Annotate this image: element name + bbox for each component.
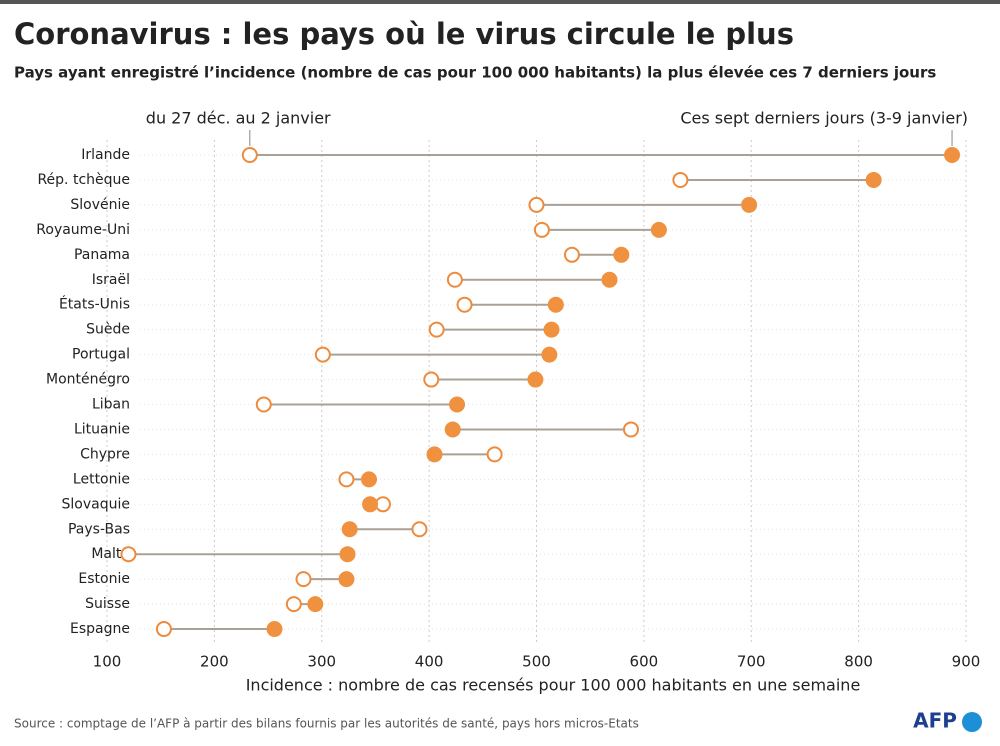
chart-subtitle: Pays ayant enregistré l’incidence (nombr… [14,64,936,82]
y-tick-label: Malte [91,546,130,562]
x-tick-label: 700 [737,653,766,671]
y-tick-label: Pays-Bas [68,521,130,537]
dot [295,571,312,588]
x-tick-label: 900 [952,653,981,671]
y-tick-label: États-Unis [59,296,130,313]
y-tick-label: Lituanie [74,421,130,437]
y-tick-label: Espagne [70,621,130,637]
dot [255,396,272,413]
legend-label: Ces sept derniers jours (3-9 janvier) [680,109,968,128]
y-tick-label: Suède [86,322,130,338]
x-tick-label: 400 [415,653,444,671]
dot [338,571,355,588]
x-tick-label: 100 [93,653,122,671]
x-tick-label: 300 [307,653,336,671]
y-tick-label: Estonie [78,571,130,587]
chart-title: Coronavirus : les pays où le virus circu… [14,17,794,51]
dot [486,446,503,463]
dot [155,621,172,638]
dot [339,546,356,563]
y-tick-label: Rép. tchèque [37,172,130,188]
dot [650,221,667,238]
dot [528,196,545,213]
dot [601,271,618,288]
y-tick-label: Suisse [85,596,130,612]
dot [338,471,355,488]
dot [241,147,258,163]
x-tick-label: 600 [630,653,659,671]
dot [456,296,473,313]
dot [285,596,302,613]
dot [741,196,758,213]
dot [563,246,580,263]
dot [120,546,137,563]
y-tick-label: Monténégro [46,372,130,388]
dot [446,271,463,288]
source: Source : comptage de l’AFP à partir des … [14,717,639,731]
dot [423,371,440,388]
dot [449,396,466,413]
dot [543,321,560,338]
x-axis-label: Incidence : nombre de cas recensés pour … [246,676,861,695]
dot [613,246,630,263]
y-tick-label: Slovaquie [62,496,130,512]
dot [944,147,961,163]
y-tick-label: Israël [92,272,130,288]
dot [547,296,564,313]
dot [426,446,443,463]
dot [428,321,445,338]
x-tick-label: 200 [200,653,229,671]
y-tick-label: Portugal [72,347,130,363]
dot [527,371,544,388]
dot [865,171,882,188]
y-tick-label: Chypre [80,446,130,462]
y-tick-label: Lettonie [73,471,130,487]
dot [444,421,461,438]
dot [341,521,358,538]
x-tick-label: 800 [844,653,873,671]
legend-label: du 27 déc. au 2 janvier [146,109,331,128]
dot [314,346,331,363]
dot [533,221,550,238]
y-tick-label: Royaume-Uni [36,222,130,238]
y-tick-label: Liban [92,397,130,413]
dot [541,346,558,363]
logo-dot [962,712,982,732]
dot [672,171,689,188]
dot [266,621,283,638]
dot [360,471,377,488]
dot [622,421,639,438]
y-tick-label: Irlande [81,147,130,163]
dot [411,521,428,538]
dot [307,596,324,613]
x-tick-label: 500 [522,653,551,671]
y-tick-label: Panama [74,247,130,263]
top-rule [0,0,1000,4]
y-tick-label: Slovénie [70,197,130,213]
logo: AFP [913,709,957,733]
dot [362,496,379,513]
